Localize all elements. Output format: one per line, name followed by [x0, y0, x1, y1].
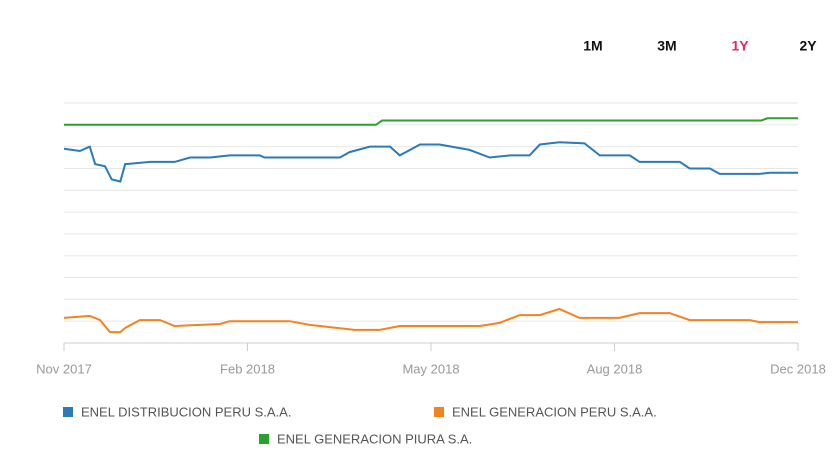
legend-swatch — [259, 434, 269, 444]
series-line — [64, 117, 798, 126]
period-button[interactable]: 1M — [583, 38, 602, 54]
x-tick-label: Dec 2018 — [770, 361, 826, 376]
legend-swatch — [63, 407, 73, 417]
period-button[interactable]: 2Y — [799, 38, 817, 54]
series-line — [63, 307, 798, 334]
x-tick-label: Feb 2018 — [220, 361, 275, 376]
x-tick-label: Nov 2017 — [36, 361, 92, 376]
period-button[interactable]: 1Y — [731, 38, 749, 54]
x-tick-label: Aug 2018 — [587, 361, 643, 376]
period-button[interactable]: 3M — [657, 38, 676, 54]
legend-label: ENEL GENERACION PERU S.A.A. — [452, 404, 657, 419]
legend-swatch — [434, 407, 444, 417]
x-tick-label: May 2018 — [402, 361, 459, 376]
legend-label: ENEL DISTRIBUCION PERU S.A.A. — [81, 404, 291, 419]
series-line — [63, 141, 798, 183]
legend-label: ENEL GENERACION PIURA S.A. — [277, 431, 472, 446]
